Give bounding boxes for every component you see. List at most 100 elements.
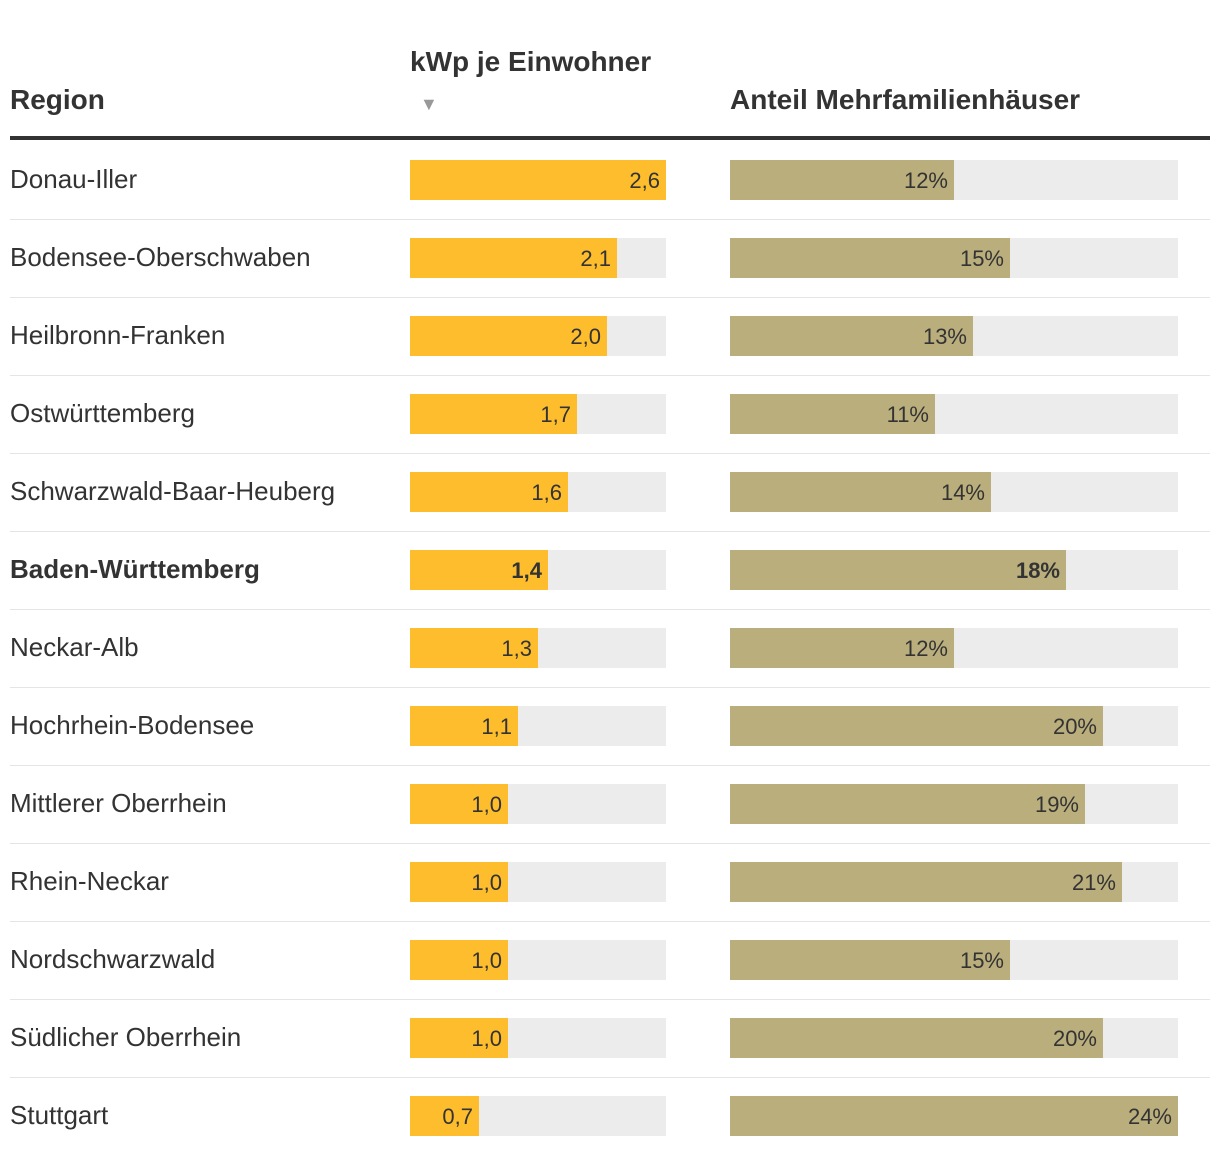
- mfh-bar-track: 12%: [730, 160, 1178, 200]
- kwp-bar-track: 1,0: [410, 940, 666, 980]
- table-row: Bodensee-Oberschwaben 2,1 15%: [10, 220, 1210, 298]
- region-label: Hochrhein-Bodensee: [10, 710, 255, 740]
- kwp-value-label: 1,0: [471, 948, 502, 973]
- mfh-value-label: 12%: [903, 636, 948, 661]
- kwp-bar: 0,7: [410, 1096, 479, 1136]
- table-row: Nordschwarzwald 1,0 15%: [10, 922, 1210, 1000]
- region-label: Neckar-Alb: [10, 632, 139, 662]
- kwp-value-label: 2,0: [570, 324, 601, 349]
- mfh-bar: 18%: [730, 550, 1066, 590]
- region-label: Baden-Württemberg: [10, 554, 260, 584]
- kwp-value-label: 1,4: [511, 558, 542, 583]
- column-header-region[interactable]: Region: [10, 84, 105, 115]
- mfh-bar: 12%: [730, 628, 954, 668]
- kwp-bar: 1,0: [410, 784, 508, 824]
- column-header-kwp[interactable]: kWp je Einwohner: [410, 46, 652, 77]
- mfh-bar: 11%: [730, 394, 935, 434]
- kwp-value-label: 1,0: [471, 870, 502, 895]
- kwp-bar-track: 1,0: [410, 1018, 666, 1058]
- mfh-value-label: 13%: [922, 324, 967, 349]
- table-row: Rhein-Neckar 1,0 21%: [10, 844, 1210, 922]
- kwp-bar-track: 1,7: [410, 394, 666, 434]
- region-label: Nordschwarzwald: [10, 944, 216, 974]
- kwp-bar-track: 1,0: [410, 784, 666, 824]
- mfh-bar-track: 14%: [730, 472, 1178, 512]
- mfh-bar: 19%: [730, 784, 1085, 824]
- kwp-bar-track: 1,6: [410, 472, 666, 512]
- table-row: Mittlerer Oberrhein 1,0 19%: [10, 766, 1210, 844]
- table-row: Donau-Iller 2,6 12%: [10, 142, 1210, 220]
- mfh-bar: 15%: [730, 238, 1010, 278]
- region-label: Heilbronn-Franken: [10, 320, 226, 350]
- table-row: Hochrhein-Bodensee 1,1 20%: [10, 688, 1210, 766]
- mfh-bar: 21%: [730, 862, 1122, 902]
- kwp-bar-track: 1,0: [410, 862, 666, 902]
- region-label: Schwarzwald-Baar-Heuberg: [10, 476, 336, 506]
- kwp-bar: 1,0: [410, 862, 508, 902]
- sort-descending-icon[interactable]: ▼: [420, 94, 438, 114]
- mfh-bar-track: 24%: [730, 1096, 1178, 1136]
- kwp-bar-track: 2,0: [410, 316, 666, 356]
- kwp-value-label: 1,6: [531, 480, 562, 505]
- region-label: Mittlerer Oberrhein: [10, 788, 227, 818]
- kwp-bar: 1,3: [410, 628, 538, 668]
- kwp-bar: 1,4: [410, 550, 548, 590]
- kwp-value-label: 0,7: [442, 1104, 473, 1129]
- mfh-bar-track: 13%: [730, 316, 1178, 356]
- kwp-value-label: 1,7: [540, 402, 571, 427]
- mfh-value-label: 20%: [1052, 714, 1097, 739]
- kwp-bar: 1,7: [410, 394, 577, 434]
- table-row: Heilbronn-Franken 2,0 13%: [10, 298, 1210, 376]
- kwp-bar: 1,0: [410, 1018, 508, 1058]
- mfh-value-label: 20%: [1052, 1026, 1097, 1051]
- region-label: Südlicher Oberrhein: [10, 1022, 242, 1052]
- kwp-bar: 2,0: [410, 316, 607, 356]
- table-row: Stuttgart 0,7 24%: [10, 1078, 1210, 1156]
- table-body: Donau-Iller 2,6 12% Bodensee-Oberschwaben 2,…: [10, 142, 1210, 1156]
- kwp-bar-track: 0,7: [410, 1096, 666, 1136]
- mfh-bar-track: 21%: [730, 862, 1178, 902]
- mfh-value-label: 24%: [1127, 1104, 1172, 1129]
- region-label: Donau-Iller: [10, 164, 138, 194]
- mfh-bar: 14%: [730, 472, 991, 512]
- region-label: Stuttgart: [10, 1100, 109, 1130]
- region-label: Rhein-Neckar: [10, 866, 169, 896]
- region-label: Ostwürttemberg: [10, 398, 195, 428]
- mfh-bar: 20%: [730, 706, 1103, 746]
- column-header-mfh[interactable]: Anteil Mehrfamilienhäuser: [730, 84, 1081, 115]
- mfh-bar: 15%: [730, 940, 1010, 980]
- mfh-bar-track: 18%: [730, 550, 1178, 590]
- kwp-bar: 1,6: [410, 472, 568, 512]
- mfh-value-label: 15%: [959, 246, 1004, 271]
- mfh-bar-track: 20%: [730, 1018, 1178, 1058]
- table-header: Region kWp je Einwohner ▼ Anteil Mehrfam…: [10, 0, 1210, 140]
- region-label: Bodensee-Oberschwaben: [10, 242, 311, 272]
- mfh-value-label: 11%: [886, 402, 929, 427]
- mfh-value-label: 14%: [940, 480, 985, 505]
- mfh-bar-track: 15%: [730, 940, 1178, 980]
- table-row: Ostwürttemberg 1,7 11%: [10, 376, 1210, 454]
- mfh-value-label: 19%: [1034, 792, 1079, 817]
- mfh-bar-track: 19%: [730, 784, 1178, 824]
- mfh-bar-track: 12%: [730, 628, 1178, 668]
- mfh-bar: 13%: [730, 316, 973, 356]
- kwp-value-label: 1,3: [501, 636, 532, 661]
- kwp-value-label: 1,0: [471, 1026, 502, 1051]
- table-row: Neckar-Alb 1,3 12%: [10, 610, 1210, 688]
- table-row: Schwarzwald-Baar-Heuberg 1,6 14%: [10, 454, 1210, 532]
- kwp-bar: 2,1: [410, 238, 617, 278]
- mfh-bar-track: 15%: [730, 238, 1178, 278]
- kwp-bar: 1,0: [410, 940, 508, 980]
- mfh-bar-track: 11%: [730, 394, 1178, 434]
- kwp-value-label: 2,1: [580, 246, 611, 271]
- kwp-bar: 1,1: [410, 706, 518, 746]
- kwp-bar-track: 2,1: [410, 238, 666, 278]
- kwp-value-label: 2,6: [629, 168, 660, 193]
- mfh-value-label: 18%: [1015, 558, 1060, 583]
- mfh-value-label: 12%: [903, 168, 948, 193]
- mfh-bar: 12%: [730, 160, 954, 200]
- mfh-bar: 20%: [730, 1018, 1103, 1058]
- kwp-bar-track: 1,4: [410, 550, 666, 590]
- kwp-bar-track: 1,3: [410, 628, 666, 668]
- mfh-value-label: 15%: [959, 948, 1004, 973]
